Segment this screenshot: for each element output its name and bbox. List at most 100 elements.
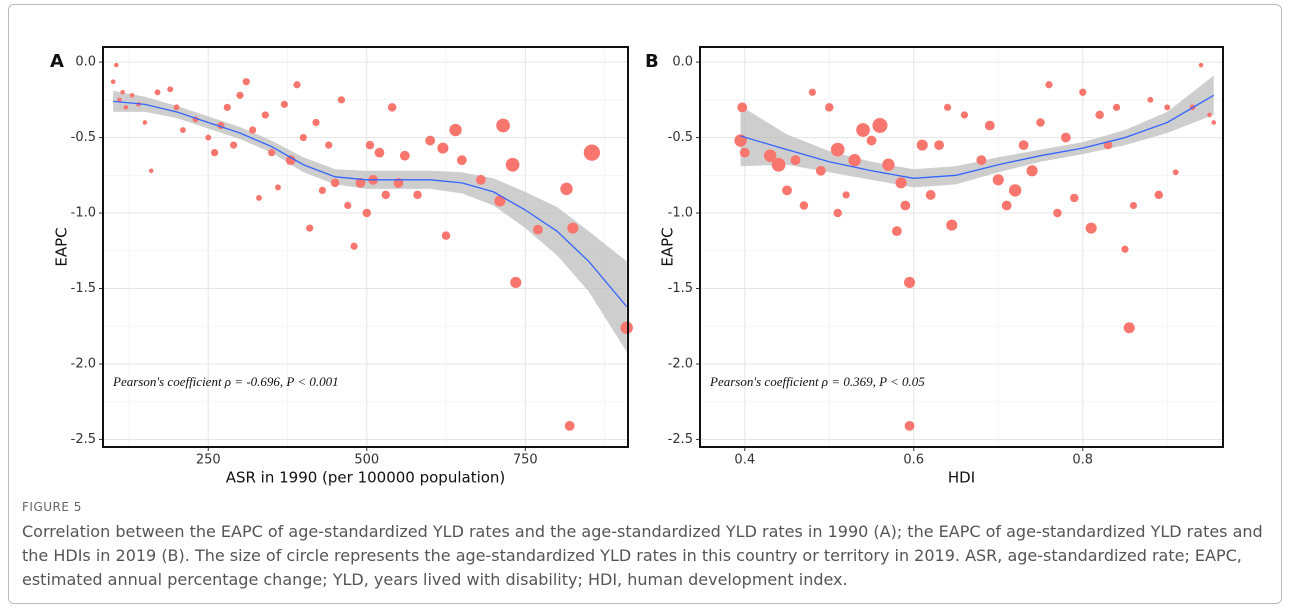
data-point (771, 157, 786, 172)
data-point (362, 208, 372, 218)
data-point (268, 149, 276, 157)
data-point (142, 120, 148, 125)
data-point (510, 276, 522, 289)
y-tick-label: -1.5 (668, 281, 693, 296)
y-tick-label: 0.0 (672, 55, 693, 70)
figure-caption: Correlation between the EAPC of age-stan… (22, 522, 1263, 589)
data-point (205, 134, 212, 141)
data-point (856, 123, 870, 137)
data-point (399, 150, 410, 161)
data-point (739, 147, 750, 158)
data-point (475, 174, 486, 185)
x-tick-label: 250 (196, 453, 221, 468)
data-point (330, 178, 340, 188)
data-point (533, 224, 543, 235)
data-point (1008, 184, 1022, 197)
data-point (904, 420, 915, 431)
data-point (976, 155, 987, 166)
data-point (230, 141, 238, 149)
data-point (943, 103, 952, 111)
y-tick-label: -1.0 (71, 206, 96, 221)
data-point (236, 91, 244, 99)
y-tick-label: -0.5 (71, 130, 96, 145)
data-point (916, 139, 928, 151)
data-point (1164, 104, 1171, 111)
y-tick-label: 0.0 (75, 55, 96, 70)
data-point (344, 201, 352, 210)
data-point (895, 177, 907, 189)
data-point (1112, 103, 1121, 111)
data-point (110, 79, 116, 85)
data-point (1121, 245, 1129, 253)
data-point (872, 117, 888, 133)
data-point (117, 97, 122, 103)
data-point (1001, 200, 1012, 211)
x-tick-label: 0.8 (1072, 453, 1093, 468)
x-tick-label: 0.6 (903, 453, 924, 468)
annotation: Pearson's coefficient ρ = 0.369, P < 0.0… (709, 374, 925, 389)
data-point (848, 154, 861, 167)
y-tick-label: -2.0 (71, 356, 96, 371)
data-point (441, 231, 451, 240)
data-point (1123, 322, 1135, 334)
data-point (1147, 96, 1154, 103)
data-point (564, 420, 575, 431)
y-axis-title: EAPC (53, 227, 71, 266)
data-point (355, 177, 366, 188)
data-point (425, 135, 436, 146)
data-point (790, 155, 801, 166)
data-point (154, 89, 161, 96)
data-point (173, 104, 180, 111)
data-point (293, 81, 301, 89)
confidence-band (113, 90, 627, 352)
data-point (167, 86, 174, 93)
data-point (1211, 120, 1217, 125)
data-point (387, 103, 397, 112)
data-point (413, 190, 422, 200)
data-point (842, 191, 850, 199)
data-point (934, 140, 945, 151)
data-point (815, 165, 826, 176)
data-point (1154, 190, 1164, 200)
data-point (381, 190, 391, 200)
data-point (737, 102, 748, 113)
data-point (1095, 110, 1104, 120)
data-point (285, 155, 296, 166)
x-tick-label: 500 (354, 453, 379, 468)
data-point (808, 88, 816, 96)
data-point (583, 144, 601, 161)
data-point (560, 182, 573, 196)
y-tick-label: -0.5 (668, 130, 693, 145)
data-point (1045, 81, 1053, 89)
data-point (882, 158, 895, 171)
data-point (365, 140, 375, 150)
y-tick-label: -1.0 (668, 206, 693, 221)
plot-border (699, 46, 1224, 448)
data-point (1079, 88, 1087, 96)
data-point (830, 142, 845, 157)
data-point (456, 155, 467, 166)
data-point (148, 168, 154, 174)
data-point (567, 222, 579, 234)
data-point (306, 224, 314, 232)
figure-label: FIGURE 5 (22, 500, 82, 514)
data-point (763, 149, 777, 162)
panel-label: B (645, 51, 659, 72)
data-point (903, 276, 916, 289)
y-tick-label: -2.0 (668, 356, 693, 371)
data-point (210, 149, 219, 157)
data-point (992, 174, 1004, 186)
data-point (129, 93, 135, 98)
data-point (1070, 193, 1079, 203)
y-tick-label: -2.5 (668, 432, 693, 447)
plot-border (102, 46, 629, 448)
data-point (1172, 169, 1179, 176)
data-point (1085, 222, 1097, 234)
data-point (900, 200, 911, 211)
y-tick-label: -2.5 (71, 432, 96, 447)
y-axis-title: EAPC (659, 227, 677, 266)
data-point (242, 78, 250, 86)
data-point (946, 219, 958, 231)
data-point (866, 135, 877, 146)
data-point (825, 103, 834, 112)
